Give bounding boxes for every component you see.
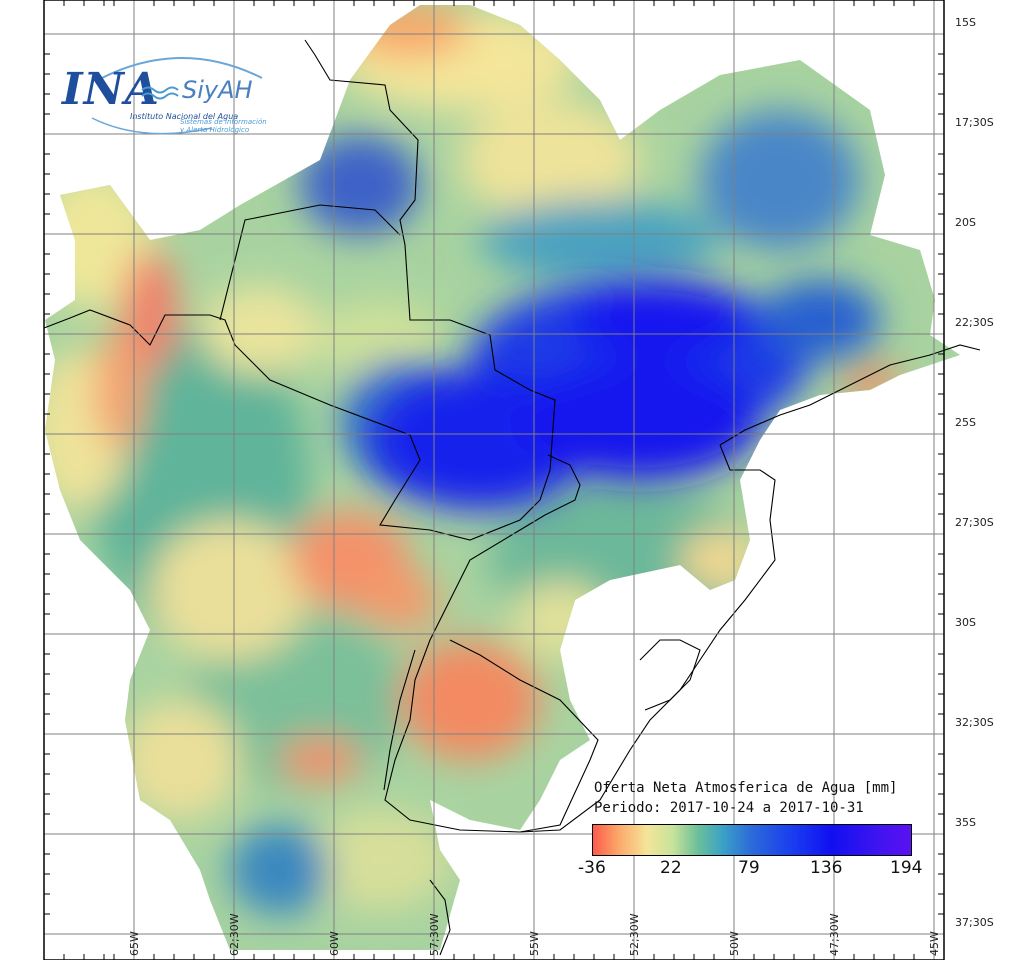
lat-label: 32;30S [955,716,994,729]
lat-label: 20S [955,216,976,229]
frame-ticks [44,0,944,960]
colorbar-tick: -36 [578,858,606,878]
lat-label: 30S [955,616,976,629]
lat-label: 25S [955,416,976,429]
lon-label: 45W [928,931,941,956]
colorbar-tick: 194 [890,858,923,878]
colorbar [592,824,912,856]
logo-arc-icon [91,57,263,135]
ina-siyah-logo: INA SiyAH Instituto Nacional del Agua Si… [62,48,272,148]
lat-label: 35S [955,816,976,829]
map-frame [43,0,945,960]
colorbar-tick: 136 [810,858,843,878]
lon-label: 62;30W [228,913,241,956]
colorbar-tick: 79 [738,858,760,878]
legend-title: Oferta Neta Atmosferica de Agua [mm] [594,780,898,796]
lat-lon-grid [44,0,944,960]
lon-label: 65W [128,931,141,956]
logo-siyah-text: SiyAH [182,76,253,104]
logo-system-line2: y Alerta Hidrológico [180,126,250,134]
lon-label: 57;30W [428,913,441,956]
lat-label: 37;30S [955,916,994,929]
logo-institute-text: Instituto Nacional del Agua [130,112,239,121]
lon-label: 50W [728,931,741,956]
lon-label: 55W [528,931,541,956]
political-borders [43,39,981,956]
lat-label: 22;30S [955,316,994,329]
lon-label: 52;30W [628,913,641,956]
lat-label: 17;30S [955,116,994,129]
colorbar-tick: 22 [660,858,682,878]
logo-system-line1: Sistemas de información [180,118,267,126]
colorbar-legend: Oferta Neta Atmosferica de Agua [mm] Per… [578,780,930,880]
logo-system-text: Sistemas de información y Alerta Hidroló… [180,118,267,134]
lat-label: 27;30S [955,516,994,529]
legend-period: Periodo: 2017-10-24 a 2017-10-31 [594,800,864,816]
logo-waves-icon [141,86,179,100]
lon-label: 47;30W [828,913,841,956]
lon-label: 60W [328,931,341,956]
lat-label: 15S [955,16,976,29]
